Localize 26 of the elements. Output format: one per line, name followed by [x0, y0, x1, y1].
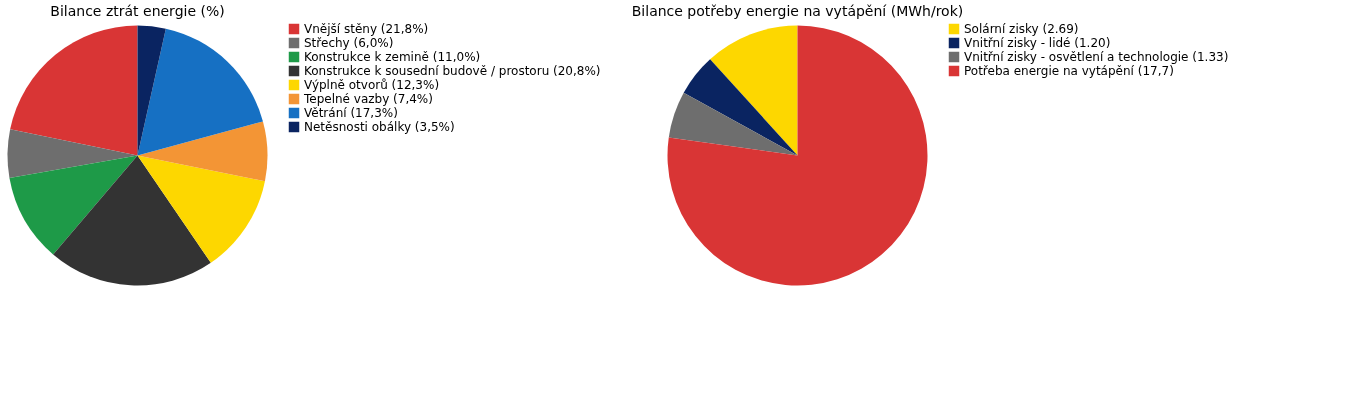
legend-label: Netěsnosti obálky (3,5%) [304, 120, 455, 134]
legend-label: Vnější stěny (21,8%) [304, 22, 429, 36]
pie-slice [137, 25, 166, 156]
legend-label: Konstrukce k sousední budově / prostoru (20,8%) [304, 64, 601, 78]
chart-title: Bilance potřeby energie na vytápění (MWh/rok) [631, 3, 964, 19]
pie-slice [683, 59, 798, 156]
pie-slice [668, 92, 798, 156]
pie-slice [53, 155, 211, 286]
legend-label: Potřeba energie na vytápění (17,7) [964, 64, 1174, 78]
legend-label: Tepelné vazby (7,4%) [303, 92, 433, 106]
pie-slice [667, 25, 928, 286]
pie-slice [9, 155, 138, 255]
legend-label: Větrání (17,3%) [304, 106, 398, 120]
pie-slice [10, 25, 138, 156]
legend-label: Střechy (6,0%) [304, 36, 394, 50]
pie-slice [137, 121, 268, 182]
pie-slice [710, 25, 798, 156]
pie-slice [7, 129, 138, 179]
legend-label: Konstrukce k zemině (11,0%) [304, 50, 481, 64]
pie-slice [137, 155, 265, 263]
legend-label: Solární zisky (2.69) [964, 22, 1079, 36]
legend-label: Vnitřní zisky - lidé (1.20) [964, 36, 1111, 50]
legend-label: Vnitřní zisky - osvětlení a technologie (1.33) [964, 50, 1229, 64]
legend-label: Výplně otvorů (12,3%) [304, 78, 440, 92]
chart-title: Bilance ztrát energie (%) [50, 3, 225, 19]
pie-slice [137, 28, 263, 156]
